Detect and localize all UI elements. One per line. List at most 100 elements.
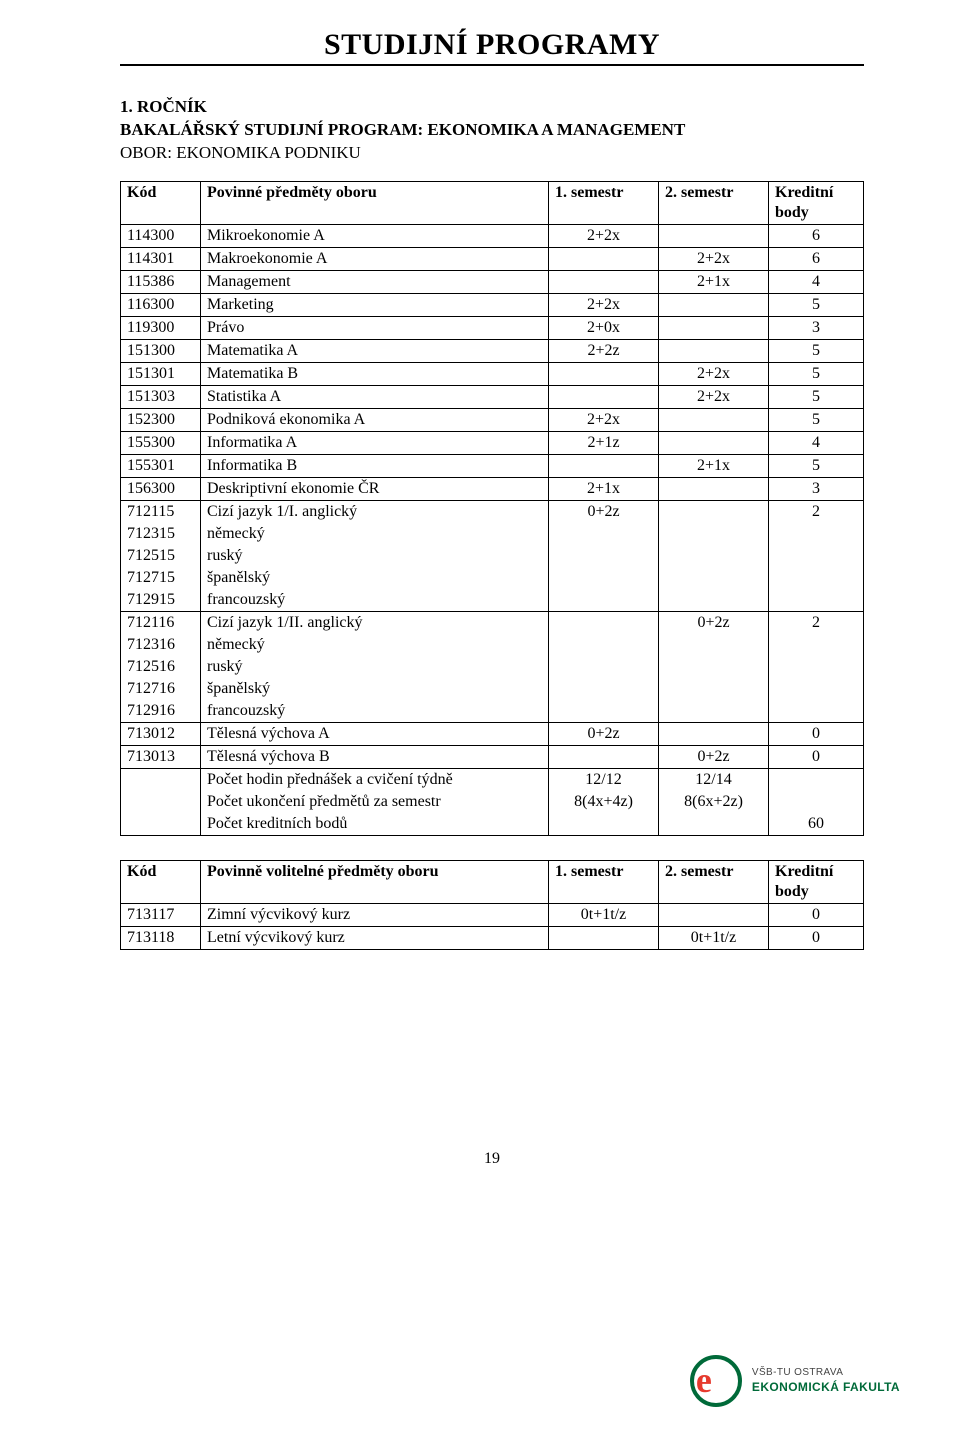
cell-s2: 0+2z	[659, 611, 769, 634]
table-row: 119300Právo2+0x 3	[121, 316, 864, 339]
th-code: Kód	[121, 860, 201, 903]
th-code: Kód	[121, 181, 201, 224]
cell-s1	[549, 745, 659, 768]
cell-s1	[549, 362, 659, 385]
th-credits: Kreditní body	[769, 181, 864, 224]
cell-cred: 2	[769, 500, 864, 523]
summary-s2: 12/14	[659, 768, 769, 791]
cell-s2	[659, 408, 769, 431]
cell-s2	[659, 477, 769, 500]
table-row: 151300Matematika A2+2z5	[121, 339, 864, 362]
cell-code: 712516	[121, 656, 201, 678]
cell-s1: 2+1x	[549, 477, 659, 500]
lang-row: 712716španělský	[121, 678, 864, 700]
cell-name: Mikroekonomie A	[201, 224, 549, 247]
cell-s1: 2+1z	[549, 431, 659, 454]
lang-row: 712515ruský	[121, 545, 864, 567]
program-label: BAKALÁŘSKÝ STUDIJNÍ PROGRAM: EKONOMIKA A…	[120, 119, 864, 142]
faculty-logo-icon: e	[690, 1355, 742, 1407]
table-row: 114301Makroekonomie A2+2x6	[121, 247, 864, 270]
logo-line2: EKONOMICKÁ FAKULTA	[752, 1380, 900, 1395]
cell-s1: 2+2x	[549, 224, 659, 247]
logo-line1: VŠB-TU OSTRAVA	[752, 1367, 900, 1380]
table-row: 713013Tělesná výchova B0+2z0	[121, 745, 864, 768]
elective-courses-table: Kód Povinně volitelné předměty oboru 1. …	[120, 860, 864, 950]
cell-code: 115386	[121, 270, 201, 293]
cell-s1	[549, 926, 659, 949]
table-row: 155300Informatika A2+1z4	[121, 431, 864, 454]
cell-code: 114301	[121, 247, 201, 270]
cell-code: 151301	[121, 362, 201, 385]
cell-s1: 0t+1t/z	[549, 903, 659, 926]
cell-s2: 2+2x	[659, 385, 769, 408]
cell-name: Zimní výcvikový kurz	[201, 903, 549, 926]
cell-cred: 4	[769, 431, 864, 454]
cell-cred: 6	[769, 247, 864, 270]
summary-s1: 8(4x+4z)	[549, 791, 659, 813]
cell-name: Cizí jazyk 1/II. anglický	[201, 611, 549, 634]
page-title: STUDIJNÍ PROGRAMY	[120, 28, 864, 62]
cell-code: 713013	[121, 745, 201, 768]
cell-cred: 2	[769, 611, 864, 634]
cell-name: Podniková ekonomika A	[201, 408, 549, 431]
cell-s1	[549, 247, 659, 270]
table-row: 156300Deskriptivní ekonomie ČR2+1x 3	[121, 477, 864, 500]
table-row: 116300Marketing2+2x5	[121, 293, 864, 316]
th-sem1: 1. semestr	[549, 860, 659, 903]
cell-name: Matematika B	[201, 362, 549, 385]
table-row: 713118Letní výcvikový kurz0t+1t/z0	[121, 926, 864, 949]
cell-cred: 5	[769, 408, 864, 431]
cell-s2	[659, 293, 769, 316]
table-row: 151301Matematika B2+2x5	[121, 362, 864, 385]
cell-s2	[659, 722, 769, 745]
lang-row: 712516ruský	[121, 656, 864, 678]
cell-s2: 2+2x	[659, 247, 769, 270]
cell-s2: 2+1x	[659, 270, 769, 293]
lang-row: 712715španělský	[121, 567, 864, 589]
cell-name: Deskriptivní ekonomie ČR	[201, 477, 549, 500]
cell-cred: 6	[769, 224, 864, 247]
cell-name: německý	[201, 634, 549, 656]
cell-name: Marketing	[201, 293, 549, 316]
table-row: 713117Zimní výcvikový kurz0t+1t/z0	[121, 903, 864, 926]
title-underline	[120, 64, 864, 66]
cell-code: 156300	[121, 477, 201, 500]
summary-s2: 8(6x+2z)	[659, 791, 769, 813]
cell-cred: 3	[769, 477, 864, 500]
cell-s2	[659, 224, 769, 247]
lang-row: 712116 Cizí jazyk 1/II. anglický 0+2z 2	[121, 611, 864, 634]
logo-text: VŠB-TU OSTRAVA EKONOMICKÁ FAKULTA	[752, 1367, 900, 1395]
cell-name: Právo	[201, 316, 549, 339]
th-name: Povinně volitelné předměty oboru	[201, 860, 549, 903]
cell-code: 151303	[121, 385, 201, 408]
cell-s1	[549, 270, 659, 293]
table-row: 155301Informatika B2+1x5	[121, 454, 864, 477]
cell-name: španělský	[201, 678, 549, 700]
table-header-row: Kód Povinné předměty oboru 1. semestr 2.…	[121, 181, 864, 224]
cell-name: Statistika A	[201, 385, 549, 408]
cell-s2	[659, 500, 769, 523]
table-row: 151303Statistika A2+2x5	[121, 385, 864, 408]
cell-code: 712315	[121, 523, 201, 545]
cell-cred: 0	[769, 926, 864, 949]
cell-name: Tělesná výchova A	[201, 722, 549, 745]
summary-s1: 12/12	[549, 768, 659, 791]
cell-code: 712715	[121, 567, 201, 589]
cell-code: 712915	[121, 589, 201, 612]
cell-code: 119300	[121, 316, 201, 339]
summary-row: Počet ukončení předmětů za semestr 8(4x+…	[121, 791, 864, 813]
cell-s1: 2+0x	[549, 316, 659, 339]
cell-s2	[659, 339, 769, 362]
cell-name: Informatika A	[201, 431, 549, 454]
table-header-row: Kód Povinně volitelné předměty oboru 1. …	[121, 860, 864, 903]
summary-label: Počet ukončení předmětů za semestr	[201, 791, 549, 813]
lang-row: 712316německý	[121, 634, 864, 656]
cell-s2	[659, 903, 769, 926]
cell-s2: 0t+1t/z	[659, 926, 769, 949]
lang-row: 712115 Cizí jazyk 1/I. anglický 0+2z 2	[121, 500, 864, 523]
cell-name: španělský	[201, 567, 549, 589]
cell-s1	[549, 611, 659, 634]
cell-code: 151300	[121, 339, 201, 362]
cell-cred: 3	[769, 316, 864, 339]
table-row: 114300Mikroekonomie A2+2x6	[121, 224, 864, 247]
